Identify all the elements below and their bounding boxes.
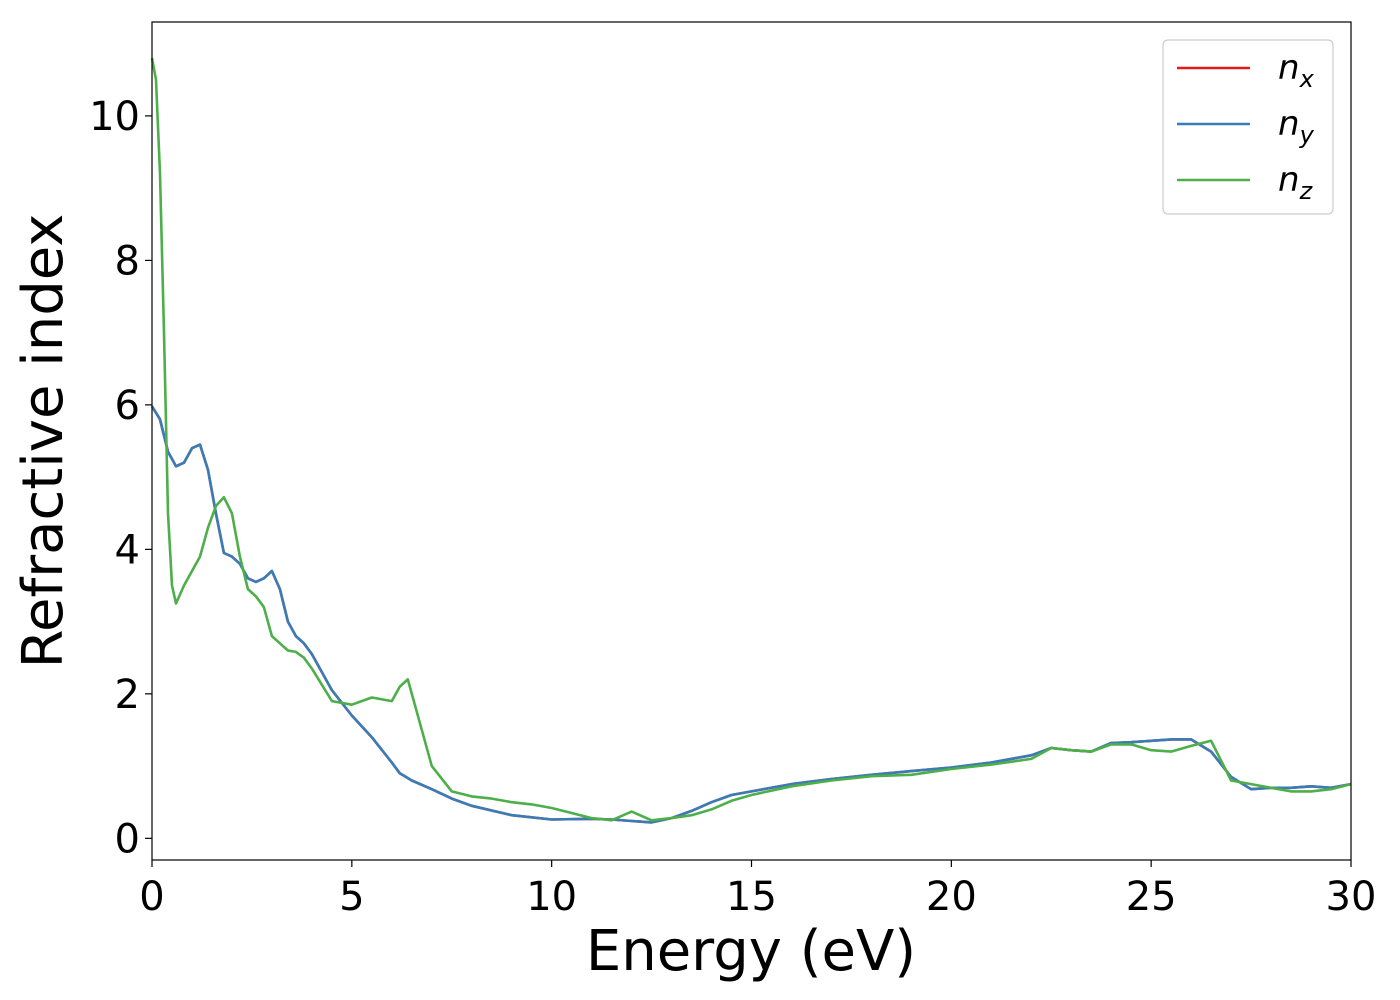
y-tick-label: 0 [115,816,140,862]
legend-label-x: nx [1278,48,1315,93]
y-tick-label: 2 [115,672,140,718]
legend-label-z: nz [1278,160,1314,205]
legend-frame [1162,39,1334,215]
legend-label-main: n [1278,104,1300,144]
y-axis-label: Refractive index [11,214,76,669]
x-tick-label: 5 [339,874,364,920]
legend-label-subscript: x [1299,65,1315,93]
y-tick-label: 10 [89,94,140,140]
x-tick-label: 25 [1126,874,1177,920]
legend-label-subscript: y [1299,121,1315,149]
series-line-y [150,405,1352,824]
legend-label-subscript: z [1299,177,1314,205]
y-tick-label: 8 [115,238,140,284]
x-tick-label: 0 [139,874,164,920]
series-layer [150,57,1352,824]
series-line-z [150,57,1352,822]
x-tick-label: 10 [526,874,577,920]
x-axis-label: Energy (eV) [586,919,916,984]
y-axis-ticks: 0 2 4 6 8 10 [89,94,152,862]
x-tick-label: 30 [1326,874,1377,920]
x-axis-ticks: 0 5 10 15 20 25 30 [139,860,1376,920]
y-tick-label: 6 [115,383,140,429]
legend-label-y: ny [1278,104,1315,149]
plot-background [152,22,1351,860]
x-tick-label: 15 [726,874,777,920]
x-tick-label: 20 [926,874,977,920]
legend-label-main: n [1278,160,1300,200]
legend-label-main: n [1278,48,1300,88]
y-tick-label: 4 [115,527,140,573]
